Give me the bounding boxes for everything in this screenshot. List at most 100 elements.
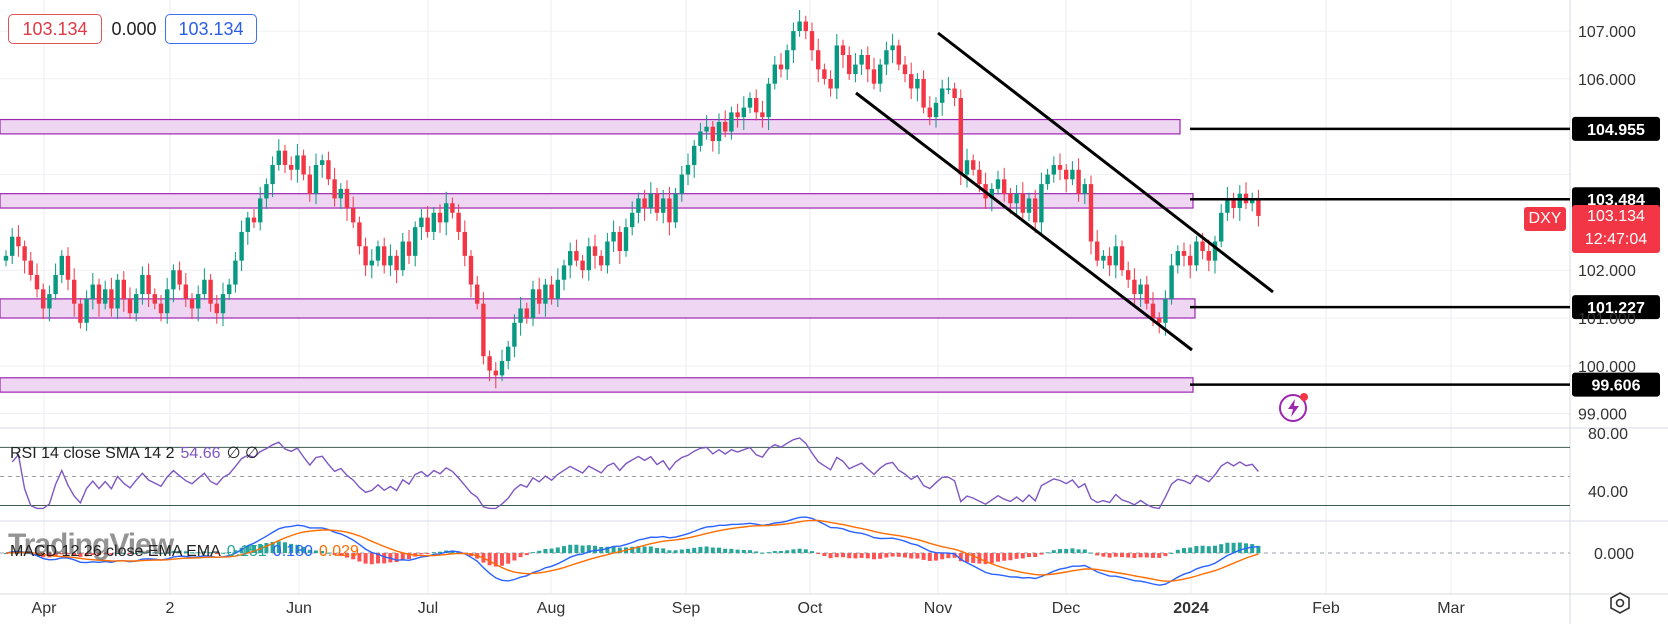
macd-histogram-bar <box>549 548 554 554</box>
candle-body <box>400 241 405 271</box>
candle-body <box>1113 246 1118 266</box>
candle-body <box>245 217 250 232</box>
macd-histogram-bar <box>766 552 771 554</box>
macd-histogram-bar <box>996 553 1000 562</box>
macd-histogram-bar <box>717 547 721 554</box>
macd-histogram-bar <box>252 545 256 554</box>
candle-body <box>78 303 83 323</box>
macd-histogram-bar <box>518 553 523 558</box>
bid-price-box[interactable]: 103.134 <box>8 14 102 44</box>
time-axis[interactable]: Apr 2 Jun Jul Aug Sep Oct Nov Dec 2024 Feb Mar <box>32 600 1466 617</box>
candle-body <box>3 255 9 261</box>
macd-histogram-bar <box>927 553 932 561</box>
candle-body <box>382 246 387 266</box>
candle-body <box>778 64 784 70</box>
candle-body <box>586 246 591 271</box>
macd-legend[interactable]: MACD 12 26 close EMA EMA 0.151 0.180 0.029 <box>10 543 359 561</box>
macd-histogram-bar <box>245 545 250 554</box>
macd-histogram-bar <box>1095 553 1100 556</box>
macd-histogram-bar <box>382 553 387 564</box>
macd-histogram-bar <box>159 553 163 555</box>
candle-body <box>561 265 567 280</box>
macd-histogram-bar <box>1188 547 1193 554</box>
candle-body <box>1250 198 1255 204</box>
candle-body <box>146 274 151 295</box>
candle-body <box>1082 184 1087 194</box>
last-price-value: 103.134 <box>1587 208 1645 225</box>
candle-body <box>276 150 281 165</box>
macd-histogram-bar <box>648 546 653 554</box>
macd-histogram-bar <box>797 548 802 554</box>
candle-body <box>1051 164 1056 175</box>
macd-histogram-bar <box>865 553 870 559</box>
candle-body <box>921 78 926 108</box>
macd-histogram-bar <box>1126 553 1131 558</box>
candle-body <box>59 255 64 275</box>
macd-legend-hist: 0.151 <box>226 543 267 560</box>
macd-histogram-bar <box>1113 553 1118 557</box>
candle-body <box>592 246 598 256</box>
macd-histogram-bar <box>72 553 77 556</box>
candle-body <box>437 212 443 223</box>
candle-body <box>301 155 306 175</box>
macd-histogram-bar <box>667 550 672 554</box>
macd-histogram-bar <box>878 553 883 559</box>
macd-histogram-bar <box>1175 549 1180 554</box>
candle-body <box>630 212 635 228</box>
macd-histogram-bar <box>276 541 281 554</box>
macd-histogram-bar <box>121 553 126 555</box>
candle-body <box>685 164 691 175</box>
macd-histogram-bar <box>1033 553 1038 557</box>
level-tag <box>1572 372 1660 397</box>
candle-body <box>1231 198 1236 209</box>
macd-histogram-bar <box>307 549 312 554</box>
candle-body <box>1101 255 1106 261</box>
candle-body <box>307 174 312 194</box>
time-tick-label: Jul <box>418 600 438 617</box>
macd-histogram-bar <box>171 550 176 554</box>
macd-histogram-bar <box>890 553 895 557</box>
candle-body <box>871 69 877 84</box>
price-axis[interactable]: 107.000 106.000 102.000 101.000 100.000 99.00… <box>1578 24 1636 563</box>
candle-body <box>840 45 846 55</box>
macd-histogram-bar <box>903 553 907 558</box>
time-tick-label: Feb <box>1312 600 1340 617</box>
macd-histogram-bar <box>940 553 945 560</box>
settings-gear-icon[interactable] <box>1609 592 1631 614</box>
candle-body <box>723 121 728 132</box>
signal-line <box>5 519 1259 582</box>
macd-histogram-bar <box>1151 553 1155 558</box>
ask-price-box[interactable]: 103.134 <box>165 14 257 44</box>
candle-body <box>623 227 629 252</box>
macd-histogram-bar <box>593 545 597 554</box>
candle-body <box>853 64 858 75</box>
macd-histogram-bar <box>989 553 994 564</box>
macd-histogram-bar <box>642 546 647 554</box>
candle-body <box>995 179 1001 189</box>
macd-histogram-bar <box>84 553 89 557</box>
macd-histogram-bar <box>698 546 703 554</box>
candle-body <box>816 50 821 70</box>
candle-body <box>450 203 455 213</box>
candle-body <box>543 284 548 304</box>
macd-histogram-bar <box>90 553 95 556</box>
candle-body <box>902 64 908 75</box>
lightning-icon[interactable] <box>1277 390 1311 424</box>
candle-body <box>239 231 244 261</box>
time-tick-label: Sep <box>672 600 701 617</box>
rsi-legend[interactable]: RSI 14 close SMA 14 2 54.66 ∅ ∅ <box>10 443 259 463</box>
candle-body <box>741 107 746 118</box>
level-tag-label: 103.484 <box>1587 192 1645 209</box>
macd-histogram-bar <box>772 551 777 554</box>
symbol-tag[interactable]: DXY <box>1524 207 1566 231</box>
candle-body <box>1206 251 1211 261</box>
macd-histogram-bar <box>326 552 331 554</box>
candle-body <box>834 45 839 89</box>
candle-body <box>28 260 33 275</box>
time-tick-label: Aug <box>537 600 565 617</box>
macd-histogram-bar <box>1120 553 1124 558</box>
time-tick-label: Nov <box>924 600 952 617</box>
macd-histogram-bar <box>140 551 145 554</box>
price-tick-label: 100.000 <box>1578 359 1636 376</box>
